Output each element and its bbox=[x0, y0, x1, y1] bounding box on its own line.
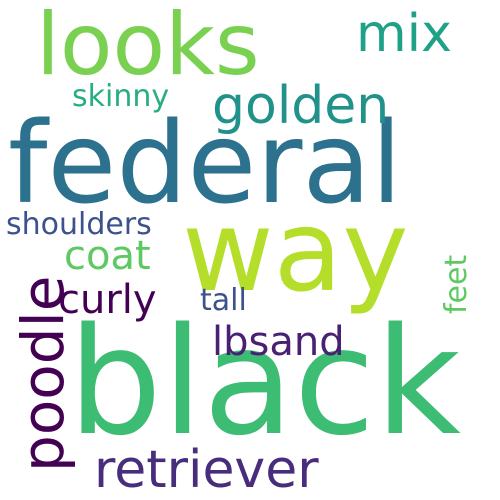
word-retriever: retriever bbox=[94, 440, 319, 500]
word-looks: looks bbox=[36, 0, 260, 95]
word-feet: feet bbox=[439, 254, 474, 314]
word-coat: coat bbox=[64, 233, 151, 279]
word-federal: federal bbox=[8, 99, 403, 229]
word-black: black bbox=[68, 296, 461, 468]
word-lbsand: lbsand bbox=[212, 319, 345, 365]
word-golden: golden bbox=[212, 76, 390, 136]
word-mix: mix bbox=[356, 4, 452, 64]
word-skinny: skinny bbox=[72, 79, 170, 114]
word-curly: curly bbox=[58, 277, 157, 323]
word-tall: tall bbox=[200, 283, 247, 318]
word-shoulders: shoulders bbox=[6, 207, 152, 242]
word-way: way bbox=[182, 187, 409, 317]
